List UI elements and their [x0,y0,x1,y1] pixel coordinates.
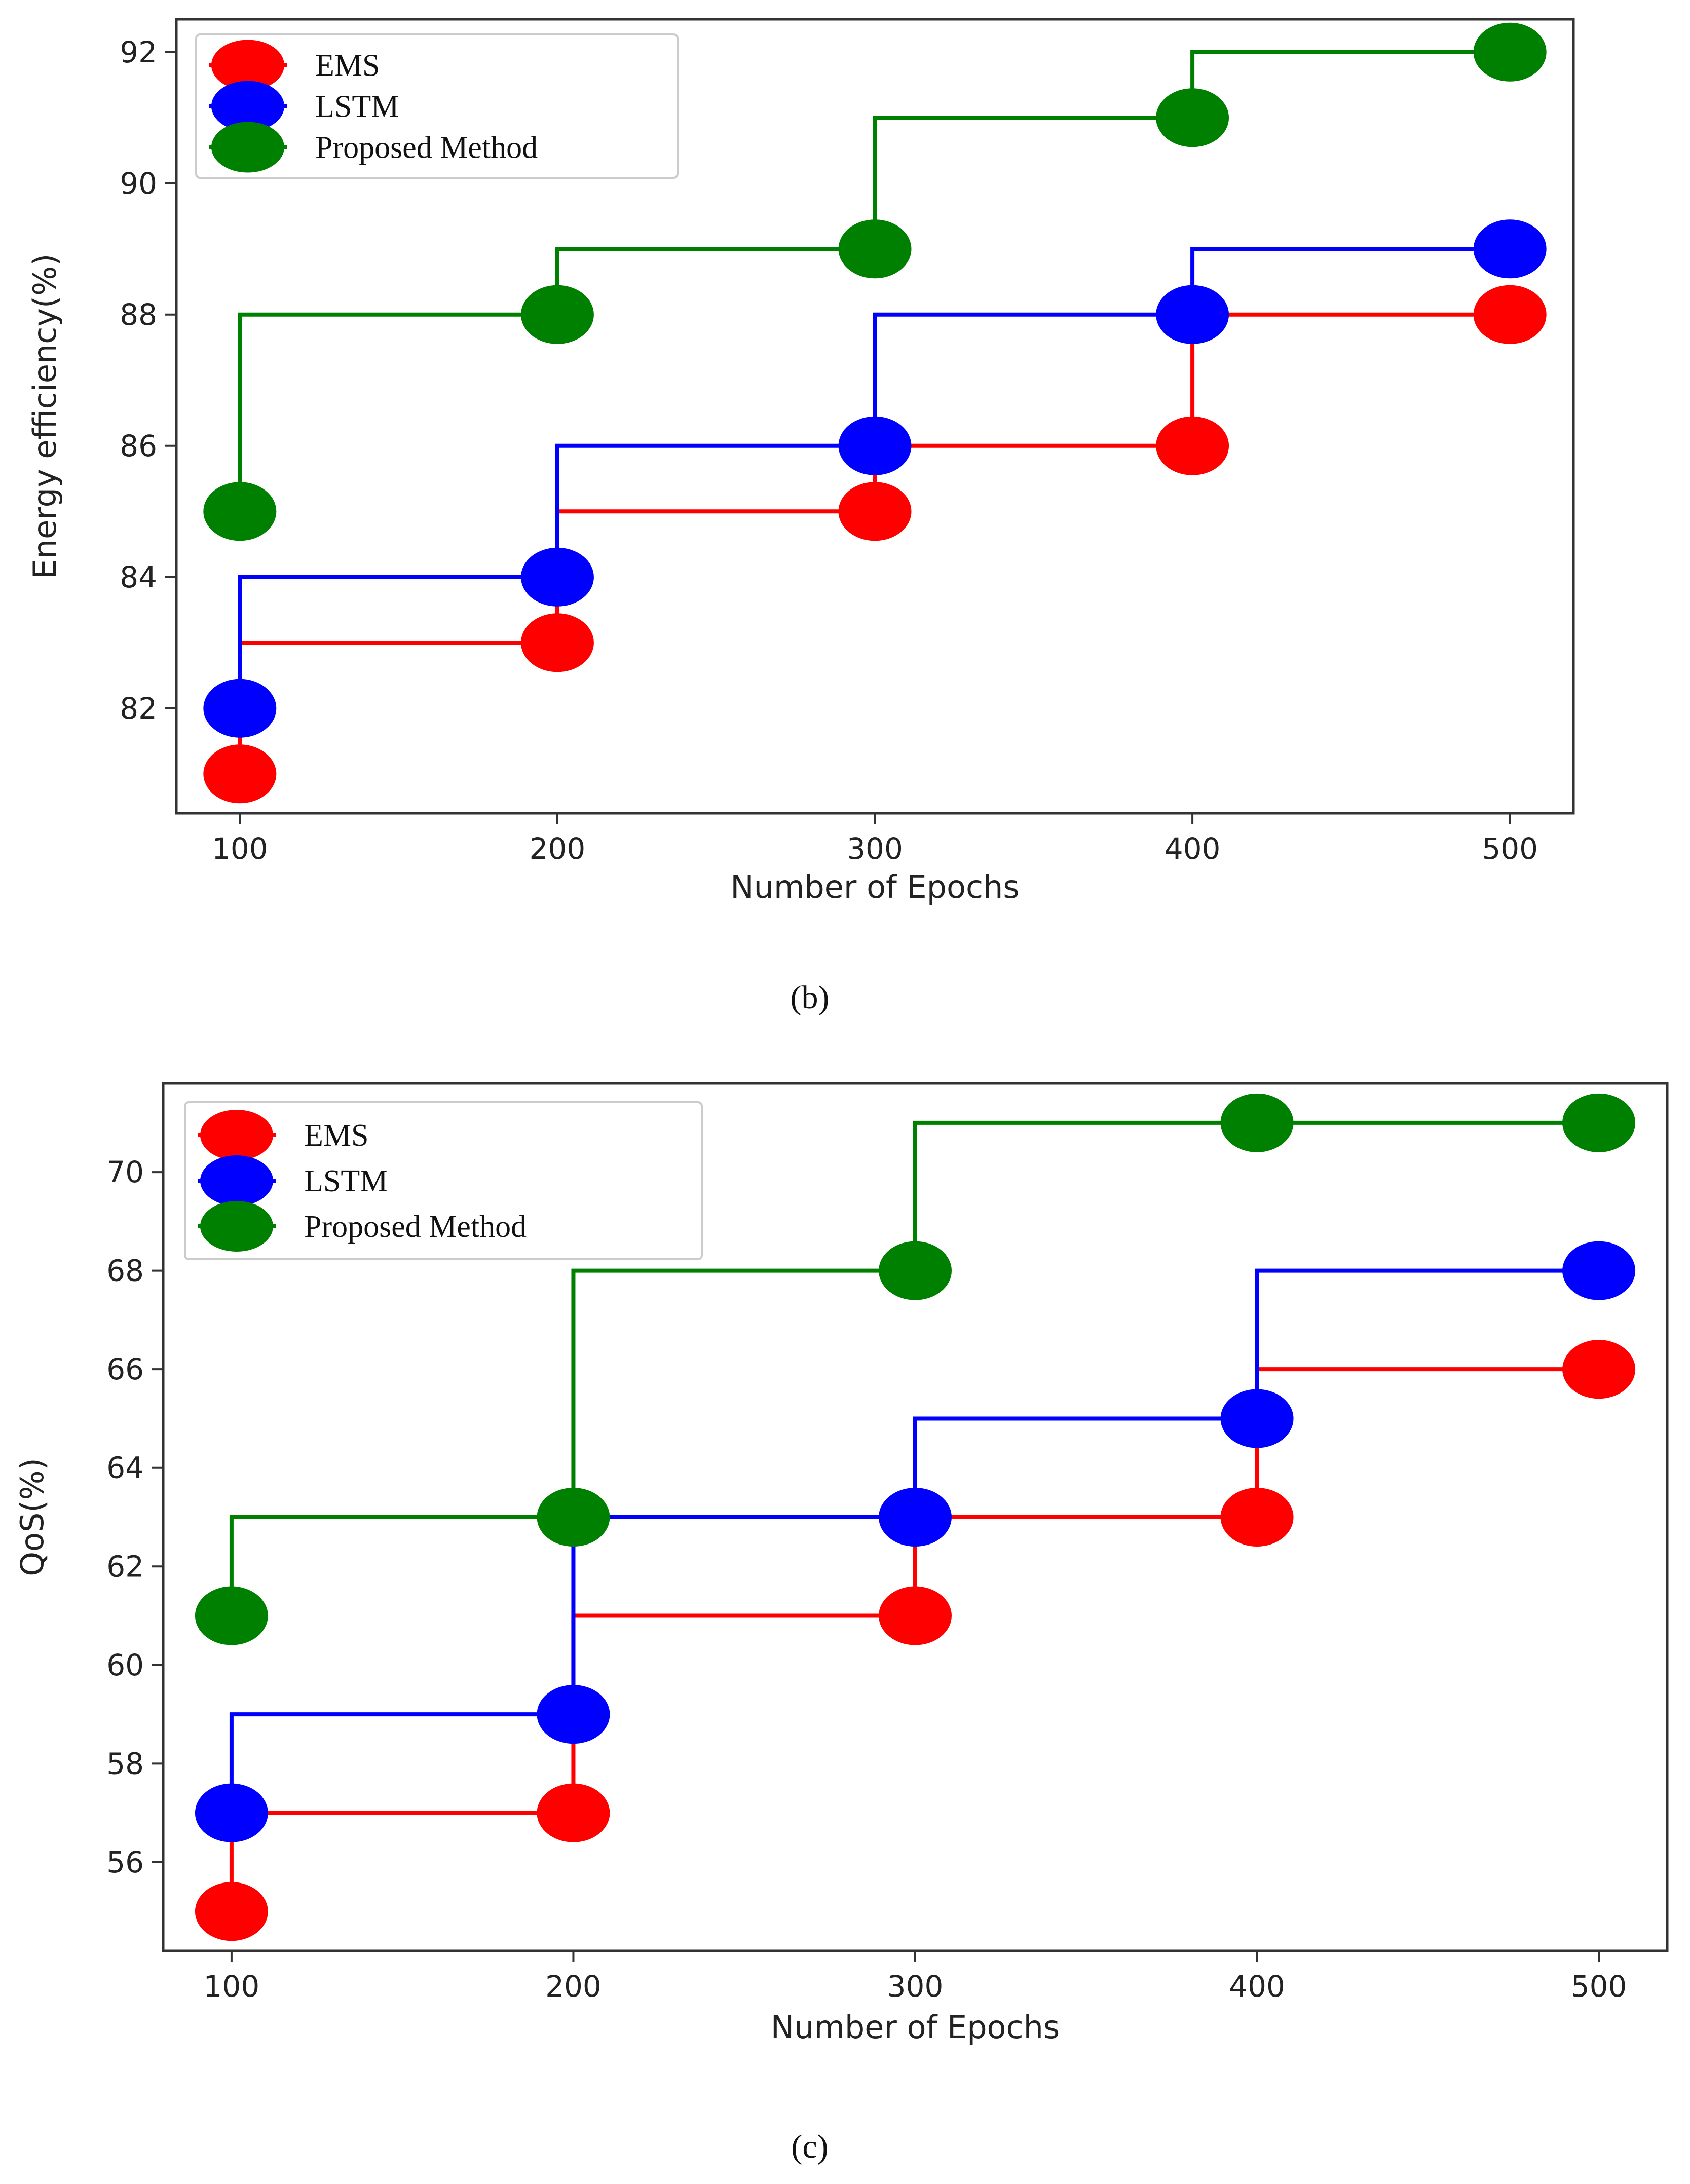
data-point-proposed-method [1473,22,1547,82]
x-tick-label: 200 [530,832,586,866]
y-tick-label: 68 [106,1254,144,1288]
data-point-ems [520,613,594,672]
data-point-ems [879,1586,952,1645]
data-point-lstm [1473,219,1547,279]
y-tick-label: 82 [120,691,157,726]
y-tick-label: 92 [120,35,157,69]
data-point-ems [537,1783,610,1842]
data-point-ems [203,744,277,804]
data-point-lstm [520,547,594,607]
x-tick-label: 100 [212,832,268,866]
data-point-proposed-method [203,482,277,541]
legend-marker-proposed-method [211,122,284,173]
y-tick-label: 70 [106,1155,144,1189]
x-tick-label: 300 [847,832,903,866]
x-tick-label: 400 [1229,1969,1285,2004]
legend-marker-ems [211,40,284,91]
x-tick-label: 100 [204,1969,260,2004]
data-point-proposed-method [520,285,594,344]
x-axis-label: Number of Epochs [771,2009,1060,2046]
data-point-proposed-method [838,219,912,279]
data-point-proposed-method [195,1586,268,1645]
data-point-ems [838,482,912,541]
data-point-lstm [537,1685,610,1744]
legend-box [184,1101,703,1260]
legend-marker-lstm [211,81,284,132]
data-point-proposed-method [537,1488,610,1547]
x-tick-label: 500 [1571,1969,1627,2004]
y-tick-label: 90 [120,166,157,201]
data-point-ems [1562,1340,1636,1399]
x-tick-label: 500 [1482,832,1538,866]
data-point-lstm [838,416,912,475]
x-tick-label: 400 [1165,832,1221,866]
legend-label-ems: EMS [304,1118,368,1153]
y-tick-label: 86 [120,429,157,463]
data-point-lstm [879,1488,952,1547]
qos-chart: 56 58 60 62 64 66 68 70 100 200 300 400 500 Number of… [14,1082,1669,2165]
legend-label-lstm: LSTM [315,90,399,124]
data-point-proposed-method [1156,88,1229,147]
y-axis-label: QoS(%) [14,1458,51,1576]
y-tick-label: 84 [120,560,157,594]
y-tick-label: 58 [106,1746,144,1781]
x-tick-label: 300 [887,1969,944,2004]
data-point-lstm [1156,285,1229,344]
x-tick-label: 200 [545,1969,602,2004]
y-tick-label: 64 [106,1451,144,1485]
legend-label-ems: EMS [315,49,380,83]
legend-label-proposed-method: Proposed Method [304,1210,527,1244]
data-point-ems [195,1882,268,1941]
legend-label-proposed-method: Proposed Method [315,131,538,165]
data-point-ems [1473,285,1547,344]
y-tick-label: 62 [106,1549,144,1584]
data-point-proposed-method [879,1241,952,1300]
data-point-lstm [1220,1389,1294,1448]
legend-marker-proposed-method [200,1201,273,1252]
y-tick-label: 66 [106,1352,144,1386]
energy-efficiency-chart: 82 84 86 88 90 92 100 200 300 400 500 Number of Epo… [26,18,1575,1016]
panel-caption: (c) [791,2128,828,2165]
y-axis-label: Energy efficiency(%) [26,254,63,579]
legend-label-lstm: LSTM [304,1164,388,1198]
y-tick-label: 60 [106,1648,144,1682]
data-point-lstm [1562,1241,1636,1300]
data-point-proposed-method [1562,1093,1636,1152]
data-point-lstm [195,1783,268,1842]
legend-box [195,33,679,179]
series-line-proposed-method [229,1120,1599,1616]
data-point-ems [1156,416,1229,475]
data-point-lstm [203,679,277,738]
legend-marker-lstm [200,1155,273,1206]
panel-caption: (b) [791,979,830,1016]
data-point-proposed-method [1220,1093,1294,1152]
y-tick-label: 56 [106,1845,144,1879]
x-axis-label: Number of Epochs [730,869,1019,906]
y-tick-label: 88 [120,297,157,332]
data-point-ems [1220,1488,1294,1547]
legend-marker-ems [200,1110,273,1160]
